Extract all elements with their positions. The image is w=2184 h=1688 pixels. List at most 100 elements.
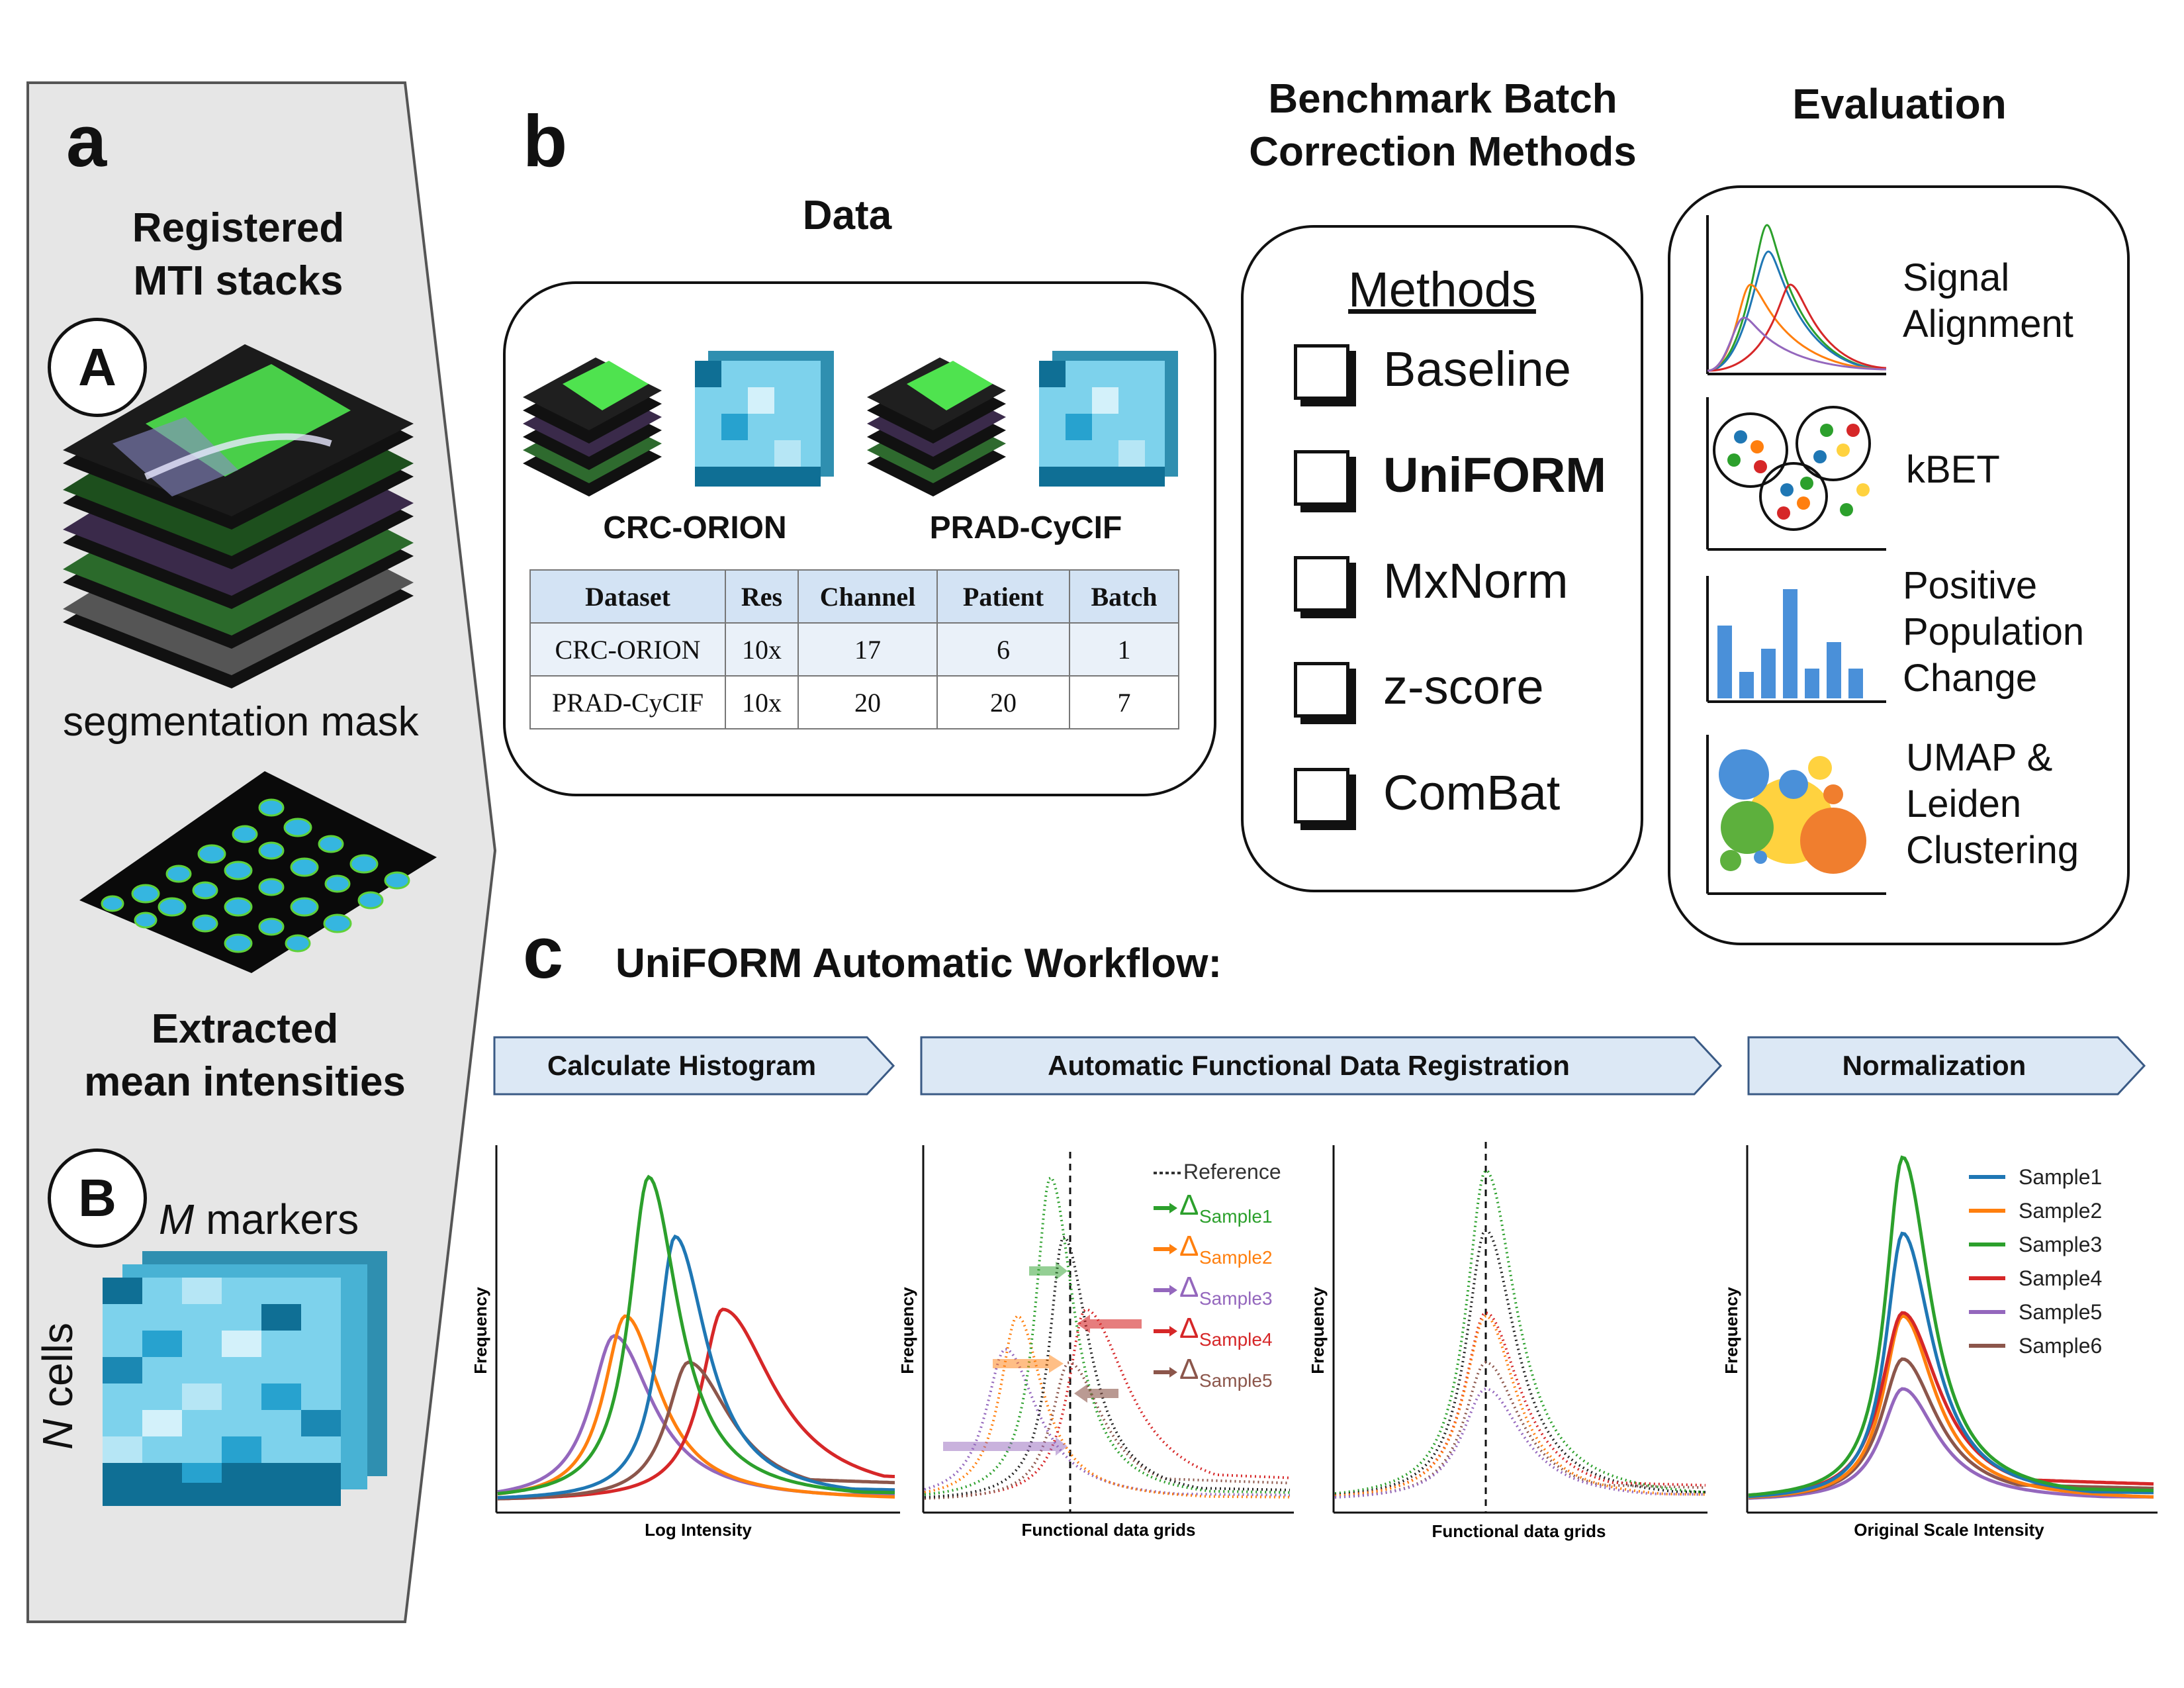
zscore-checkbox[interactable] <box>1294 662 1349 718</box>
table-row: PRAD-CyCIF 10x 20 20 7 <box>529 675 1179 729</box>
stage-calculate-histogram: Calculate Histogram <box>493 1036 897 1096</box>
dataset-icons <box>523 351 1178 496</box>
plot3-ylabel: Frequency <box>1308 1287 1328 1374</box>
delta-legend-arrowhead <box>1169 1285 1177 1295</box>
dataset1-name: CRC-ORION <box>603 510 787 545</box>
series-line-sample6 <box>497 1360 895 1501</box>
prad-cycif-matrix-icon <box>1039 351 1178 487</box>
legend-label: Sample2 <box>2019 1199 2102 1223</box>
series-line-sample4 <box>1334 1311 1706 1497</box>
series-line-sample5 <box>1748 1387 2154 1500</box>
delta-legend-label: Sample4 <box>1199 1329 1273 1350</box>
signal-alignment-label: Signal Alignment <box>1903 255 2073 348</box>
sample-legend: Sample1 Sample2 Sample3 Sample4 Sample5 Sampl… <box>1969 1165 2102 1358</box>
table-cell: 20 <box>936 675 1070 729</box>
legend-label: Sample6 <box>2019 1334 2102 1358</box>
method-combat-label: ComBat <box>1383 765 1561 820</box>
methods-title: Methods <box>1348 262 1536 317</box>
m-markers-label: M markers <box>159 1195 359 1244</box>
combat-checkbox[interactable] <box>1294 768 1349 823</box>
stage-label: Automatic Functional Data Registration <box>1048 1050 1570 1081</box>
ppc-l3: Change <box>1903 657 2038 700</box>
series-line-sample1 <box>1748 1231 2154 1499</box>
delta-symbol: Δ <box>1179 1312 1199 1344</box>
uniform-checkbox[interactable] <box>1294 450 1349 506</box>
segmentation-mask-image <box>79 771 437 973</box>
table-header-row: Dataset Res Channel Patient Batch <box>529 569 1179 624</box>
signal-l2: Alignment <box>1903 303 2073 346</box>
umap-leiden-icon <box>1706 735 1886 895</box>
table-cell: 17 <box>797 622 938 677</box>
series-line-sample3 <box>924 1176 1290 1496</box>
delta-legend-label: Sample1 <box>1199 1206 1273 1227</box>
legend-item: Sample6 <box>1969 1334 2102 1358</box>
delta-symbol: Δ <box>1179 1230 1199 1262</box>
shift-arrow <box>1029 1262 1068 1280</box>
legend-item: Sample2 <box>1969 1199 2102 1223</box>
delta-legend-item: Δ Sample2 <box>1154 1230 1273 1268</box>
legend-item: Sample1 <box>1969 1165 2102 1189</box>
delta-legend-label: Sample2 <box>1199 1247 1273 1268</box>
plot-registration-after: Functional data grids Frequency <box>1308 1142 1707 1541</box>
umap-label: UMAP & Leiden Clustering <box>1906 735 2079 874</box>
n-variable: N <box>34 1419 81 1450</box>
positive-population-change-icon <box>1706 576 1886 703</box>
reference-label: Reference <box>1183 1160 1281 1184</box>
panel-b-letter: b <box>523 101 568 182</box>
stage-functional-registration: Automatic Functional Data Registration <box>920 1036 1724 1096</box>
method-mxnorm-label: MxNorm <box>1383 553 1569 608</box>
shift-arrow <box>1077 1315 1142 1333</box>
series-line-reference <box>924 1235 1291 1499</box>
circle-a-marker: A <box>48 318 147 417</box>
ppc-label: Positive Population Change <box>1903 563 2084 702</box>
series-line-sample2 <box>1748 1314 2154 1499</box>
mti-image-stack <box>63 344 414 688</box>
panel-a-title: Registered MTI stacks <box>93 202 384 308</box>
intensity-matrix-front <box>103 1278 341 1506</box>
table-cell: 6 <box>936 622 1070 677</box>
series-line-sample3 <box>497 1174 895 1495</box>
plot-normalization: Sample1 Sample2 Sample3 Sample4 Sample5 Sampl… <box>1721 1145 2158 1540</box>
plot1-xlabel: Log Intensity <box>645 1520 752 1540</box>
legend-item: Sample3 <box>1969 1233 2102 1256</box>
series-line-sample5 <box>924 1348 1290 1497</box>
table-cell: CRC-ORION <box>529 622 726 677</box>
series-line-sample6 <box>924 1361 1291 1500</box>
delta-legend-label: Sample5 <box>1199 1370 1273 1391</box>
signal-l1: Signal <box>1903 256 2010 299</box>
series-line-sample3 <box>1748 1155 2154 1497</box>
extracted-line1: Extracted <box>151 1006 339 1052</box>
prad-cycif-stack-icon <box>867 357 1006 496</box>
table-cell: 10x <box>725 675 799 729</box>
method-zscore-label: z-score <box>1383 659 1544 714</box>
plot3-curves <box>1334 1168 1706 1499</box>
benchmark-line2: Correction Methods <box>1249 129 1637 175</box>
stage-label: Normalization <box>1842 1050 2026 1081</box>
series-line-reference <box>1334 1228 1706 1497</box>
kbet-icon <box>1706 397 1886 551</box>
signal-alignment-icon <box>1706 215 1887 375</box>
delta-legend-item: Δ Sample1 <box>1154 1189 1273 1227</box>
shift-arrow <box>993 1354 1064 1373</box>
stage-normalization: Normalization <box>1747 1036 2148 1096</box>
stage-label: Calculate Histogram <box>547 1050 817 1081</box>
dataset2-name: PRAD-CyCIF <box>929 510 1122 545</box>
plot-log-intensity: Log Intensity Frequency <box>471 1145 900 1540</box>
plot3-xlabel: Functional data grids <box>1432 1521 1606 1541</box>
stage-arrow-shape <box>493 1036 895 1096</box>
extracted-intensities-title: Extracted mean intensities <box>53 1003 437 1109</box>
shift-arrows <box>943 1262 1142 1456</box>
mxnorm-checkbox[interactable] <box>1294 556 1349 612</box>
legend-label: Sample4 <box>2019 1266 2102 1290</box>
panel-a-letter: a <box>66 101 107 182</box>
panel-c-letter: c <box>523 912 564 994</box>
legend-label: Sample1 <box>2019 1165 2102 1189</box>
legend-item: Sample4 <box>1969 1266 2102 1290</box>
series-line-sample3 <box>1334 1168 1706 1495</box>
table-cell: 10x <box>725 622 799 677</box>
benchmark-line1: Benchmark Batch <box>1268 76 1617 122</box>
baseline-checkbox[interactable] <box>1294 344 1349 400</box>
table-header-cell: Channel <box>797 569 938 624</box>
